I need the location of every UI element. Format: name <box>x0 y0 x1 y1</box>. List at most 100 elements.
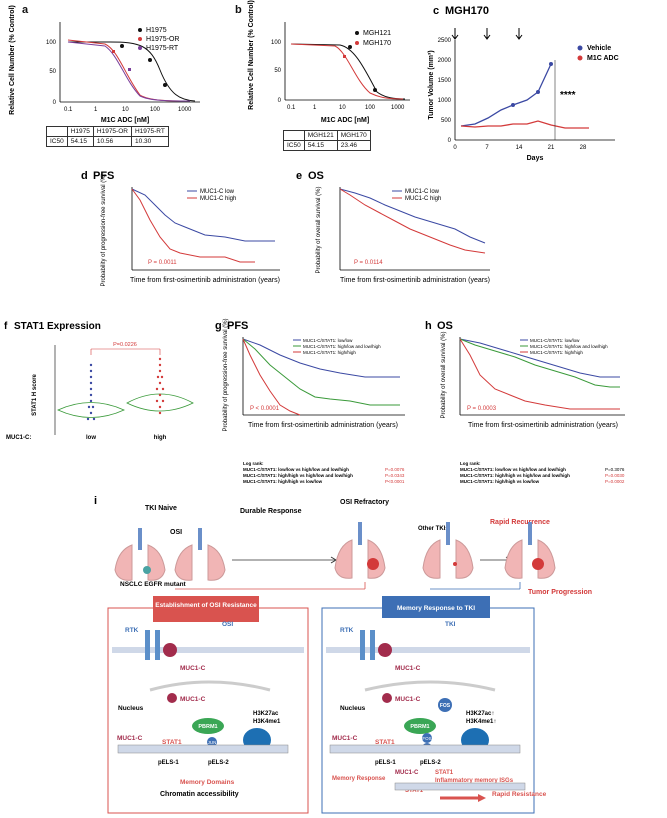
tick: 100 <box>46 40 57 46</box>
tick: 0.1 <box>287 105 296 111</box>
legend-item: MUC1-C/STAT1: high/high <box>530 350 583 355</box>
cell: 10.30 <box>130 136 169 147</box>
ic50-table-a: H1975 H1975-OR H1975-RT IC50 54.15 10.56 10.3… <box>46 126 169 147</box>
memory-response-label: Memory Response <box>332 776 386 782</box>
panel-a: a Relative Cell Number (% Control) 100 5… <box>0 0 215 150</box>
pels1-label: pELS-1 <box>158 760 179 766</box>
pels1-label: pELS-1 <box>375 760 396 766</box>
tick: 0 <box>453 145 457 151</box>
cell: 23.46 <box>336 140 371 151</box>
logrank-p: P=0.0076 <box>385 467 405 472</box>
muc1c-label: MUC1-C <box>395 770 419 776</box>
panel-b-xlabel: M1C ADC [nM] <box>321 117 369 124</box>
legend-item: H1975-OR <box>146 36 179 43</box>
logrank-p: P<0.0001 <box>385 479 405 484</box>
cell: H1975-OR <box>92 126 132 137</box>
tick: 1000 <box>391 105 405 111</box>
logrank-p: P=0.0002 <box>605 479 625 484</box>
tick: 1000 <box>438 98 452 104</box>
legend-item: Vehicle <box>587 45 611 52</box>
panel-e-ylabel: Probability of overall survival (%) <box>316 186 322 273</box>
tki-drug-label: TKI <box>445 621 456 628</box>
panel-e: e OS Probability of overall survival (%)… <box>290 165 500 315</box>
tick: 1 <box>313 105 317 111</box>
tick: 10 <box>339 105 346 111</box>
lungs-icon <box>334 522 386 579</box>
panel-e-label: e <box>296 170 302 182</box>
cell: MGH170 <box>336 130 371 141</box>
panel-i-label: i <box>94 495 97 507</box>
memory-domains-label: Memory Domains <box>180 779 235 786</box>
tick: 0 <box>53 100 57 106</box>
h3k27ac-label: H3K27ac <box>253 711 279 717</box>
pbrm1-label: PBRM1 <box>410 724 429 730</box>
ic50-table-b: MGH121 MGH170 IC50 54.15 23.46 <box>283 130 371 151</box>
muc1c-label: MUC1-C <box>180 665 206 672</box>
logrank-row: MUC1-C/STAT1: low/low vs high/low and lo… <box>460 467 566 472</box>
muc1c-label: MUC1-C <box>395 665 421 672</box>
legend-item: MUC1-C high <box>405 196 441 202</box>
panel-c-ylabel: Tumor Volume (mm³) <box>428 50 435 119</box>
tick: 0 <box>278 98 282 104</box>
muc1c-label: MUC1-C <box>332 735 358 742</box>
tick: 28 <box>580 145 587 151</box>
h3k27ac-up-label: H3K27ac↑ <box>466 711 494 717</box>
right-box-title: Memory Response to TKI <box>397 605 475 612</box>
panel-a-label: a <box>22 4 29 16</box>
cell: IC50 <box>283 140 305 151</box>
durable-response-label: Durable Response <box>240 508 302 515</box>
panel-c-xlabel: Days <box>527 155 544 162</box>
panel-i: i TKI Naive OSI Durable Response OSI Ref… <box>0 490 667 818</box>
panel-d: d PFS Probability of progression-free su… <box>75 165 285 315</box>
legend-item: M1C ADC <box>587 55 619 62</box>
p-value: P = 0.0003 <box>467 406 497 412</box>
osi-drug-label: OSI <box>222 621 233 628</box>
panel-g-xlabel: Time from first-osimertinib administrati… <box>248 422 398 429</box>
panel-f-label: f <box>4 321 8 332</box>
tick: 1500 <box>438 78 452 84</box>
legend-item: H1975 <box>146 27 167 34</box>
rapid-recurrence-label: Rapid Recurrence <box>490 519 550 526</box>
panel-h-title: OS <box>437 320 453 332</box>
category-label: low <box>86 435 96 441</box>
panel-g-ylabel: Probability of progression-free survival… <box>223 318 229 431</box>
tick: 14 <box>516 145 523 151</box>
panel-b-ylabel: Relative Cell Number (% Control) <box>248 0 255 110</box>
significance-stars: **** <box>560 90 576 101</box>
tick: 1 <box>94 107 98 113</box>
panel-g: g PFS Probability of progression-free su… <box>205 315 415 485</box>
pbrm1-label: PBRM1 <box>198 724 217 730</box>
cell <box>283 130 305 141</box>
p-value: P = 0.0114 <box>354 260 383 266</box>
cell <box>46 126 68 137</box>
rtk-label: RTK <box>340 627 354 634</box>
panel-b-label: b <box>235 4 242 16</box>
panel-h-ylabel: Probability of overall survival (%) <box>441 331 447 418</box>
h3k4me1-up-label: H3K4me1↑ <box>466 719 496 725</box>
logrank-p: P=0.0030 <box>605 473 625 478</box>
pels2-label: pELS-2 <box>420 760 441 766</box>
fos-label: FOS <box>440 703 451 709</box>
tick: 100 <box>271 40 282 46</box>
panel-h-xlabel: Time from first-osimertinib administrati… <box>468 422 618 429</box>
nsclc-label: NSCLC EGFR mutant <box>120 581 187 588</box>
nucleus-label: Nucleus <box>340 705 366 712</box>
legend-item: MGH170 <box>363 40 391 47</box>
cell: H1975-RT <box>130 126 169 137</box>
osi-refractory-label: OSI Refractory <box>340 499 389 506</box>
muc1c-label: MUC1-C <box>117 735 143 742</box>
logrank-row: MUC1-C/STAT1: high/high vs high/low and … <box>243 473 353 478</box>
cell: H1975 <box>66 126 94 137</box>
tick: 21 <box>548 145 555 151</box>
panel-f: f STAT1 Expression STAT1 H score P=0.022… <box>0 315 210 445</box>
cell: 54.15 <box>66 136 94 147</box>
stat1-label: STAT1 <box>375 739 395 746</box>
legend-item: MGH121 <box>363 30 391 37</box>
legend-item: H1975-RT <box>146 45 179 52</box>
panel-g-label: g <box>215 320 222 332</box>
category-label: high <box>154 435 167 441</box>
lungs-icon <box>504 522 556 579</box>
logrank-p: P=0.3076 <box>605 467 625 472</box>
panel-g-title: PFS <box>227 320 248 332</box>
panel-a-ylabel: Relative Cell Number (% Control) <box>9 5 16 115</box>
